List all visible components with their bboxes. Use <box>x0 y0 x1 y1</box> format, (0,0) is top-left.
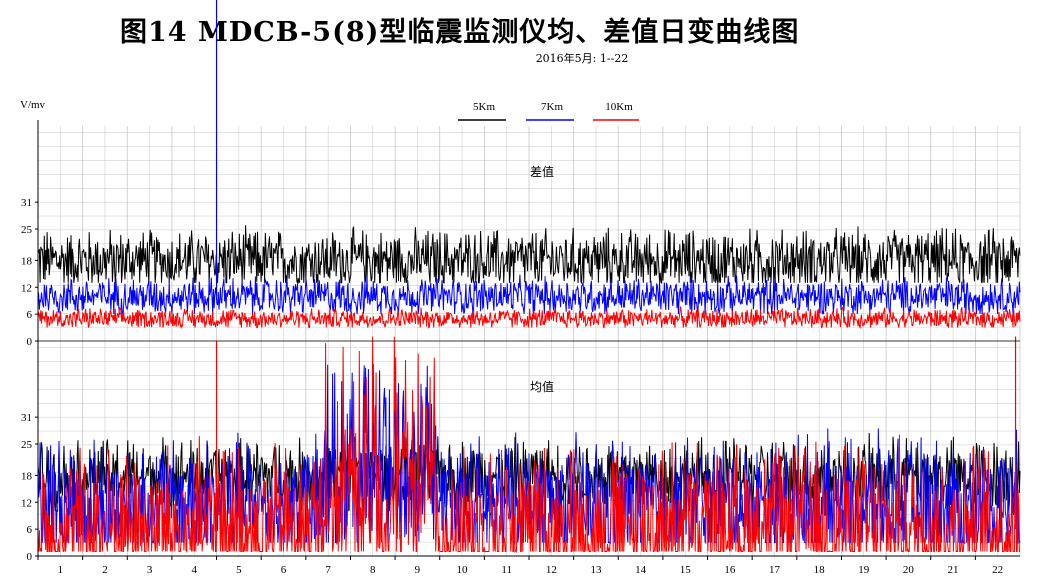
x-tick-label: 7 <box>325 564 331 576</box>
x-tick-label: 11 <box>501 564 512 576</box>
chart-title: 图14 MDCB-5(8)型临震监测仪均、差值日变曲线图 <box>120 17 800 48</box>
y-tick-label: 25 <box>21 439 33 451</box>
x-tick-label: 22 <box>992 564 1003 576</box>
x-tick-label: 19 <box>858 564 870 576</box>
chart-subtitle: 2016年5月: 1--22 <box>535 52 629 65</box>
legend-label-5Km: 5Km <box>473 101 495 113</box>
panel-label: 均值 <box>530 379 554 394</box>
series-line-10Km-panel-1 <box>37 306 1021 330</box>
x-tick-label: 15 <box>680 564 692 576</box>
series-line-7Km-panel-1 <box>37 274 1021 315</box>
y-tick-label: 12 <box>21 497 32 509</box>
legend-label-10Km: 10Km <box>605 101 633 113</box>
series-layer <box>37 0 1021 554</box>
x-tick-label: 1 <box>58 564 64 576</box>
y-axis-label: V/mv <box>20 99 46 111</box>
x-tick-label: 6 <box>281 564 287 576</box>
x-tick-label: 8 <box>370 564 376 576</box>
x-tick-label: 4 <box>191 564 197 576</box>
x-tick-label: 9 <box>415 564 421 576</box>
axis-layer <box>35 120 1020 560</box>
y-tick-label: 12 <box>21 282 32 294</box>
y-tick-label: 18 <box>21 470 33 482</box>
legend-label-7Km: 7Km <box>541 101 563 113</box>
x-tick-label: 12 <box>546 564 557 576</box>
y-tick-label: 6 <box>27 309 33 321</box>
x-tick-label: 16 <box>724 564 736 576</box>
y-tick-label: 31 <box>21 412 32 424</box>
y-tick-label: 31 <box>21 197 32 209</box>
x-tick-label: 5 <box>236 564 242 576</box>
series-line-5Km-panel-1 <box>37 225 1021 285</box>
x-tick-label: 21 <box>948 564 959 576</box>
y-tick-label: 0 <box>27 551 33 563</box>
y-tick-label: 25 <box>21 224 33 236</box>
x-tick-label: 14 <box>635 564 647 576</box>
x-tick-label: 13 <box>590 564 602 576</box>
x-tick-label: 10 <box>457 564 469 576</box>
panel-label: 差值 <box>530 164 554 179</box>
y-tick-label: 0 <box>27 336 33 348</box>
x-tick-label: 3 <box>147 564 153 576</box>
x-tick-label: 20 <box>903 564 915 576</box>
x-tick-label: 2 <box>102 564 108 576</box>
y-tick-label: 18 <box>21 255 33 267</box>
x-tick-label: 18 <box>814 564 826 576</box>
x-tick-label: 17 <box>769 564 781 576</box>
series-line-10Km-panel-2 <box>37 336 1020 554</box>
y-tick-label: 6 <box>27 524 33 536</box>
